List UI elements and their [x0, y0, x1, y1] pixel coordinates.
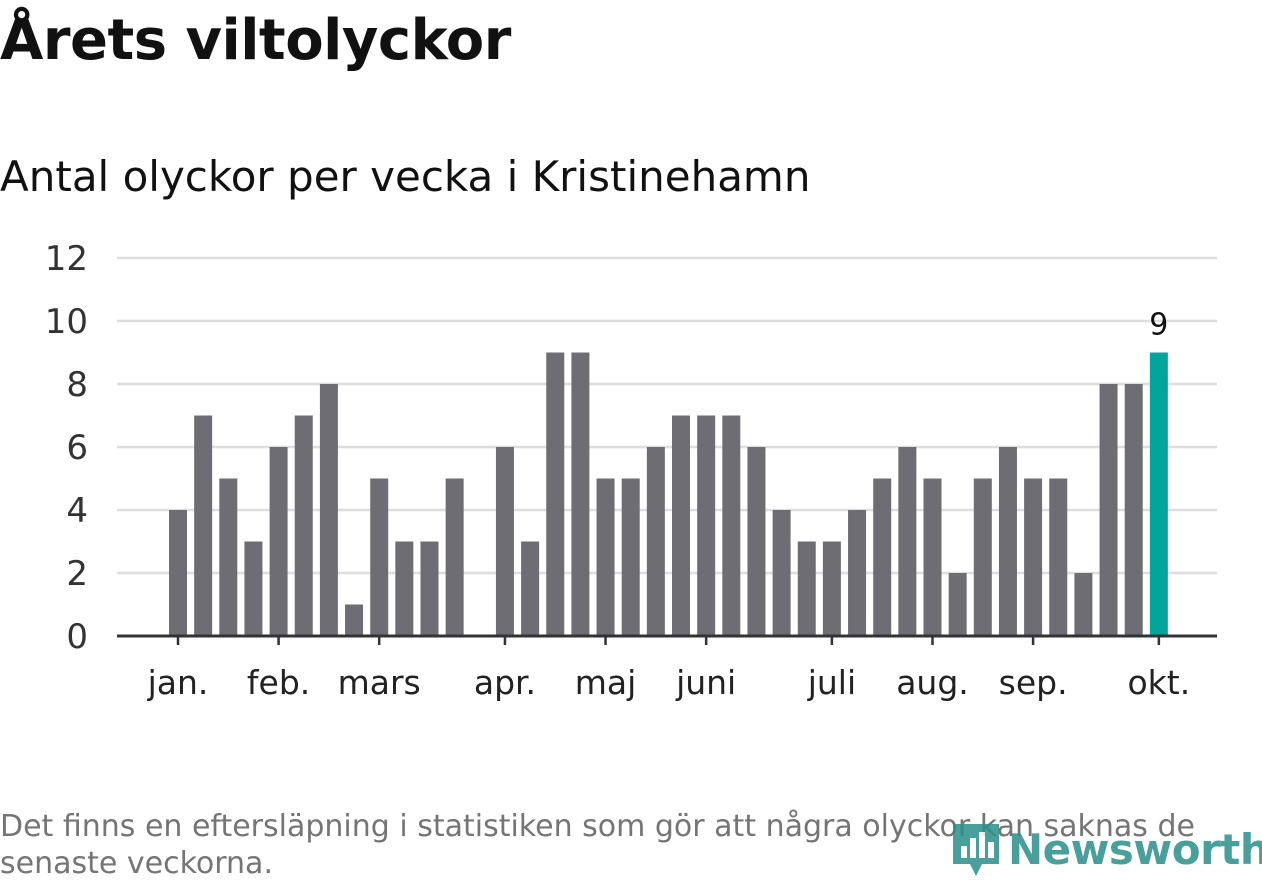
bar [194, 415, 213, 636]
brand-name: Newsworthy [1008, 824, 1262, 874]
bar [848, 510, 867, 636]
chart-subtitle: Antal olyckor per vecka i Kristinehamn [0, 152, 811, 201]
y-tick-label: 6 [66, 428, 88, 468]
bar [370, 478, 389, 636]
bar [672, 415, 690, 636]
x-tick-label: apr. [474, 663, 536, 702]
bar [596, 478, 615, 636]
y-tick-label: 10 [45, 302, 88, 342]
bar [797, 541, 816, 636]
y-tick-label: 4 [66, 491, 88, 531]
x-tick-label: juli [807, 663, 856, 702]
bar-chart-icon [953, 824, 999, 876]
bar [294, 415, 313, 636]
bar [621, 478, 640, 636]
bar [244, 541, 263, 636]
bar [772, 510, 791, 636]
chart-title: Årets viltolyckor [0, 8, 511, 73]
y-tick-label: 0 [66, 617, 88, 657]
bar [747, 447, 766, 636]
bar [923, 478, 942, 636]
highlight-value-label: 9 [1149, 308, 1168, 343]
x-tick-label: aug. [896, 663, 969, 702]
brand-logo: Newsworthy [950, 818, 1262, 880]
x-tick-label: mars [338, 663, 421, 702]
bar [521, 541, 540, 636]
bar [1024, 478, 1043, 636]
bar [269, 447, 288, 636]
bar [546, 352, 565, 636]
bar [1099, 384, 1118, 636]
bar [345, 604, 364, 636]
bar [722, 415, 741, 636]
bar [873, 478, 892, 636]
x-tick-label: jan. [147, 663, 209, 702]
bar-highlight [1149, 352, 1168, 636]
bar [697, 415, 716, 636]
bar [445, 478, 464, 636]
bar [319, 384, 338, 636]
bar [822, 541, 841, 636]
bar [1124, 384, 1143, 636]
x-tick-label: okt. [1127, 663, 1190, 702]
bar [998, 447, 1017, 636]
bar [948, 573, 967, 636]
x-tick-label: juni [675, 663, 736, 702]
x-tick-label: sep. [999, 663, 1068, 702]
bar [1074, 573, 1093, 636]
bar [395, 541, 414, 636]
y-tick-label: 2 [66, 554, 88, 594]
bar [219, 478, 238, 636]
bar [646, 447, 665, 636]
y-tick-label: 8 [66, 365, 88, 405]
bar [420, 541, 439, 636]
bar [898, 447, 917, 636]
x-tick-label: feb. [247, 663, 310, 702]
bar [973, 478, 992, 636]
bar [1049, 478, 1068, 636]
x-tick-label: maj [575, 663, 637, 702]
y-tick-label: 12 [45, 239, 88, 279]
bar [571, 352, 590, 636]
bar [495, 447, 514, 636]
bar [169, 510, 187, 636]
